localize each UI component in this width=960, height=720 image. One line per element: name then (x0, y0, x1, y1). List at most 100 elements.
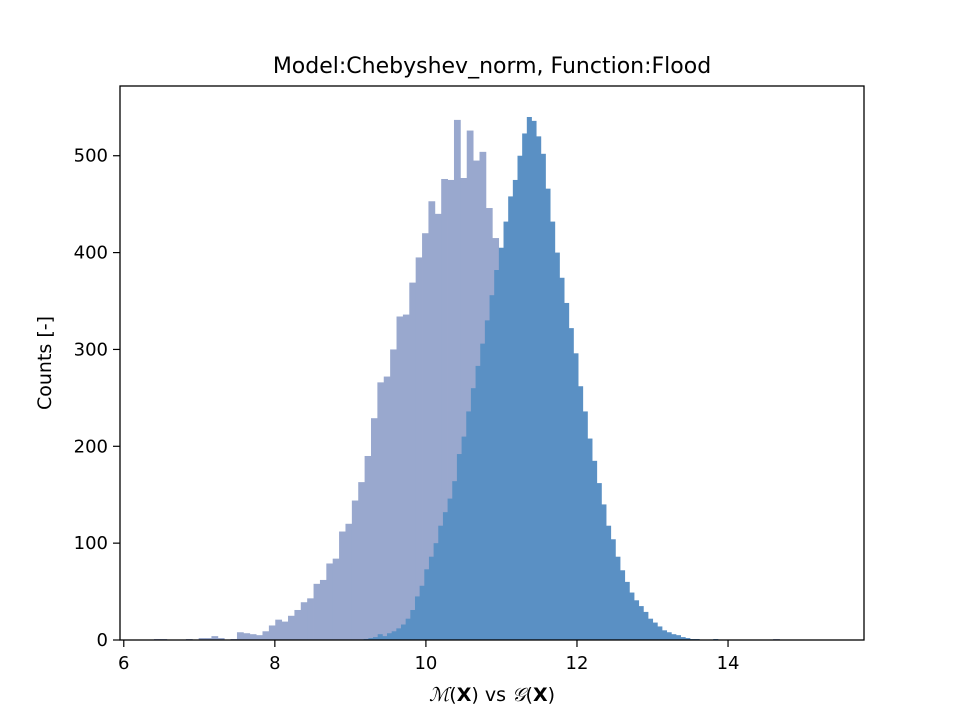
bar-s1-84 (545, 188, 551, 640)
x-tick-label-12: 12 (566, 653, 589, 674)
x-label-close-paren-1: ) (471, 684, 478, 706)
bar-s0-48 (460, 178, 468, 640)
bar-s0-30 (345, 523, 353, 640)
bar-s0-9 (211, 636, 219, 640)
x-label-vs: vs (479, 684, 512, 706)
bar-s1-97 (606, 525, 612, 640)
x-tick-label-6: 6 (118, 653, 129, 674)
bar-s0-17 (262, 631, 270, 640)
bar-s1-91 (578, 386, 584, 640)
bar-s0-43 (428, 201, 436, 640)
bars-layer (153, 116, 780, 641)
bar-s1-90 (573, 353, 579, 640)
bar-s0-44 (434, 213, 442, 640)
bar-s1-47 (373, 637, 379, 640)
bar-s1-82 (536, 136, 542, 641)
bar-s1-50 (387, 633, 393, 640)
x-label-open-paren-1: ( (449, 684, 456, 706)
bar-s0-13 (236, 632, 244, 640)
bar-s1-63 (447, 498, 453, 640)
bar-s1-61 (438, 525, 444, 640)
y-tick-label-200: 200 (74, 436, 108, 457)
bar-s0-27 (326, 563, 334, 640)
bar-s1-101 (624, 581, 630, 640)
x-axis-label: ℳ(X) vs 𝒢(X) (429, 684, 555, 706)
bar-s1-93 (587, 438, 593, 640)
bar-s0-35 (377, 382, 385, 640)
bar-s1-72 (489, 295, 495, 640)
bar-s1-58 (424, 569, 430, 640)
x-tick-label-10: 10 (414, 653, 437, 674)
bar-s1-114 (685, 638, 691, 640)
bar-s1-106 (647, 618, 654, 640)
bar-s0-33 (364, 455, 372, 640)
bar-s0-40 (409, 282, 417, 640)
bar-s1-78 (517, 155, 523, 641)
bar-s0-31 (351, 500, 359, 640)
bar-s1-65 (456, 454, 462, 640)
x-ticks: 6 8 10 12 14 (118, 640, 739, 674)
x-label-close-paren-2: ) (548, 684, 555, 706)
bar-s0-15 (249, 634, 257, 640)
bar-s0-45 (441, 178, 448, 641)
bar-s1-54 (405, 618, 411, 640)
chart-title: Model:Chebyshev_norm, Function:Flood (273, 54, 711, 79)
bar-s1-56 (414, 596, 421, 640)
bar-s1-92 (582, 411, 588, 640)
bar-s1-103 (634, 600, 640, 640)
bar-s0-26 (319, 579, 327, 640)
bar-s0-16 (256, 635, 263, 640)
bar-s1-96 (601, 504, 607, 640)
plot-frame (119, 85, 865, 641)
bar-s1-70 (480, 343, 486, 640)
y-tick-label-500: 500 (74, 146, 108, 167)
bar-s1-80 (526, 116, 532, 641)
bar-s1-88 (564, 302, 570, 640)
bar-s0-39 (402, 314, 410, 640)
bar-s1-86 (554, 252, 560, 640)
x-label-function-symbol: 𝒢 (512, 684, 529, 706)
bar-s1-95 (596, 483, 602, 640)
bar-s1-60 (433, 543, 439, 640)
bar-s1-102 (629, 592, 635, 640)
bar-s0-20 (281, 621, 289, 640)
x-label-open-paren-2: ( (526, 684, 533, 706)
bar-s1-109 (661, 630, 668, 640)
bar-s1-59 (428, 556, 435, 640)
bar-s1-79 (522, 133, 528, 640)
bar-s1-89 (568, 328, 574, 640)
bar-s1-67 (466, 411, 472, 640)
bar-s1-62 (442, 512, 448, 640)
bar-s0-47 (453, 119, 461, 640)
bar-s1-99 (615, 556, 621, 640)
bar-s1-53 (400, 624, 407, 640)
bar-s1-57 (419, 585, 425, 640)
bar-s1-108 (657, 626, 663, 640)
bar-s0-37 (390, 349, 397, 640)
bar-s0-29 (339, 531, 346, 640)
bar-s1-85 (550, 221, 556, 640)
x-label-var-2: X (533, 684, 548, 706)
bar-s1-77 (512, 179, 518, 640)
bar-s1-68 (470, 388, 476, 640)
bar-s0-22 (294, 609, 302, 640)
bar-s0-10 (217, 638, 225, 640)
bar-s0-7 (198, 638, 206, 640)
bar-s1-87 (559, 277, 565, 640)
bar-s1-104 (638, 606, 644, 640)
bar-s1-64 (452, 481, 458, 640)
bar-s1-49 (382, 636, 388, 640)
bar-s1-81 (531, 120, 537, 641)
bar-s1-66 (461, 436, 467, 640)
bar-s1-74 (498, 247, 504, 641)
bar-s0-42 (422, 233, 429, 640)
x-tick-label-14: 14 (717, 653, 740, 674)
bar-s1-73 (494, 270, 500, 640)
y-tick-label-400: 400 (74, 243, 108, 264)
bar-s1-55 (410, 609, 416, 640)
bar-s1-48 (377, 634, 383, 640)
bar-s1-100 (620, 570, 626, 640)
bar-s1-105 (643, 611, 649, 640)
